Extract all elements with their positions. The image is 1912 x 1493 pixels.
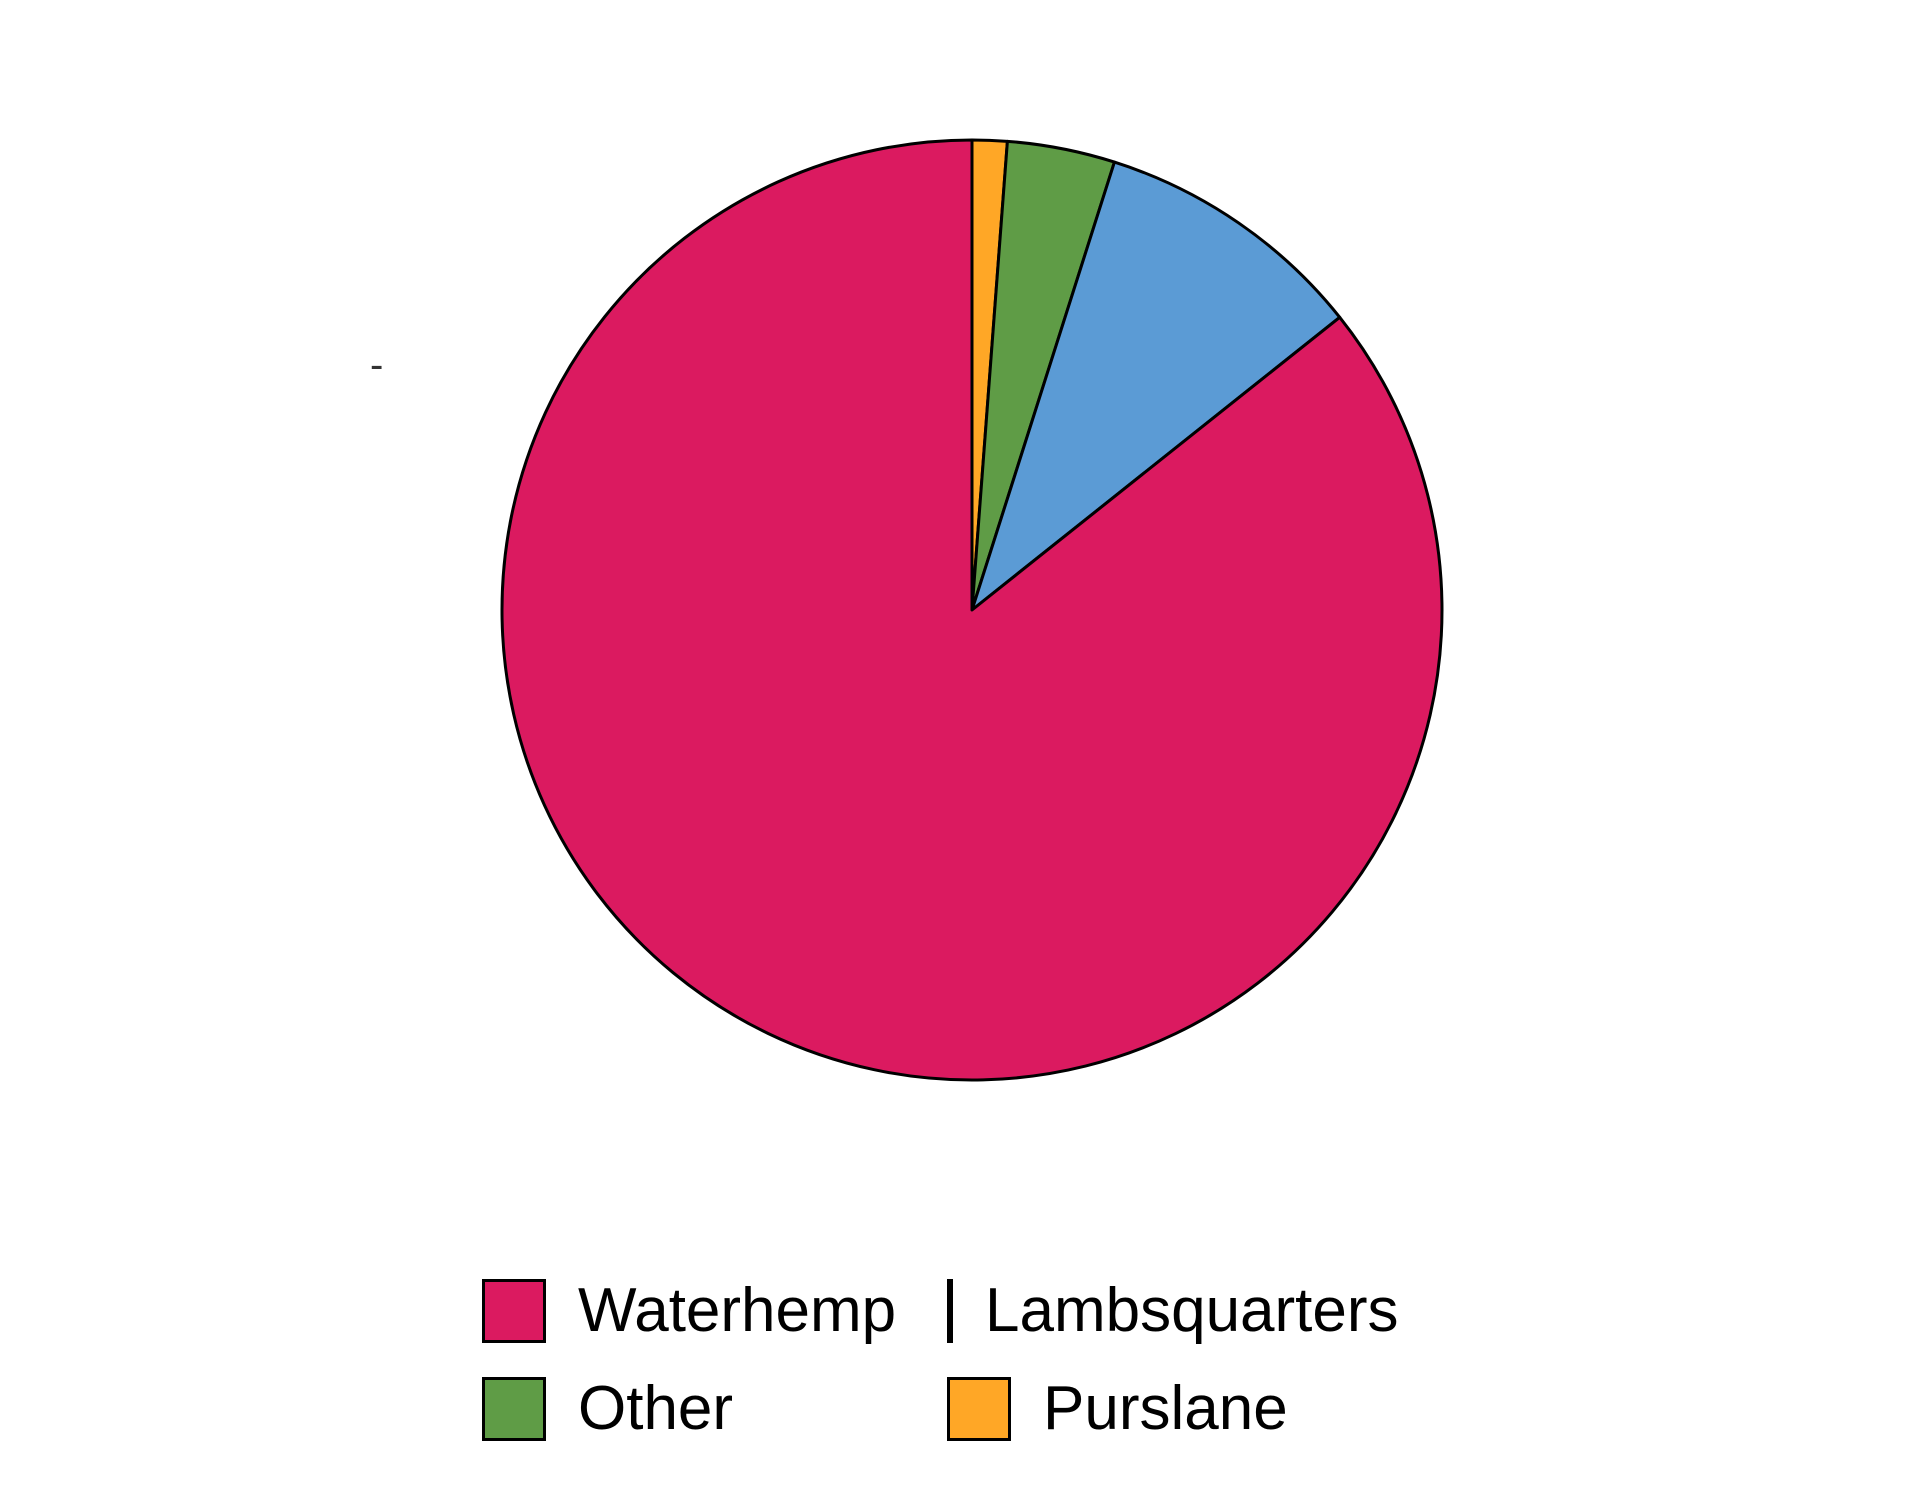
legend-swatch-purslane <box>947 1377 1011 1441</box>
pie-slice-lambsquarters <box>970 160 1342 612</box>
pie-slices <box>500 138 1444 1082</box>
stray-tick-label: - <box>370 343 384 387</box>
legend-item-waterhemp: Waterhemp <box>482 1278 947 1344</box>
legend-swatch-waterhemp <box>482 1279 546 1343</box>
legend-item-purslane: Purslane <box>947 1376 1387 1442</box>
pie-slice-waterhemp <box>500 138 1444 1082</box>
legend-swatch-lambsquarters <box>947 1279 953 1343</box>
legend-label-waterhemp: Waterhemp <box>578 1276 897 1345</box>
legend: Waterhemp Lambsquarters Other Purslane <box>482 1278 1399 1442</box>
legend-label-purslane: Purslane <box>1043 1374 1288 1443</box>
legend-item-lambsquarters: Lambsquarters <box>947 1278 1399 1344</box>
legend-label-other: Other <box>578 1374 734 1443</box>
legend-swatch-other <box>482 1377 546 1441</box>
legend-item-other: Other <box>482 1376 947 1442</box>
legend-label-lambsquarters: Lambsquarters <box>985 1276 1399 1345</box>
